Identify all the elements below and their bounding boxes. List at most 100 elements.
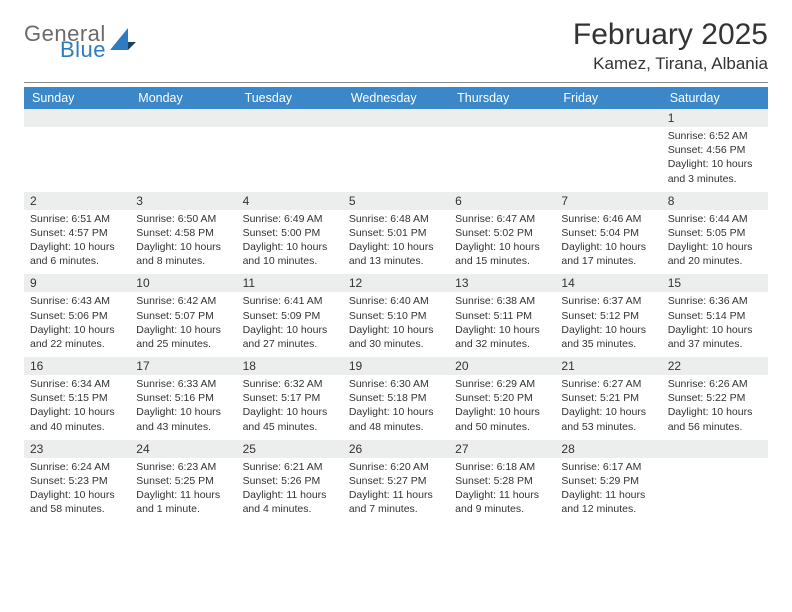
day-cell — [343, 127, 449, 192]
sunrise: Sunrise: 6:38 AM — [455, 294, 549, 308]
day-number: 13 — [449, 274, 555, 292]
daylight: Daylight: 10 hours and 20 minutes. — [668, 240, 762, 268]
day-cell: Sunrise: 6:29 AMSunset: 5:20 PMDaylight:… — [449, 375, 555, 440]
day-number: 22 — [662, 357, 768, 375]
daylight: Daylight: 11 hours and 4 minutes. — [243, 488, 337, 516]
logo-blue: Blue — [60, 40, 106, 60]
daylight: Daylight: 10 hours and 3 minutes. — [668, 157, 762, 185]
day-number: 6 — [449, 192, 555, 210]
day-number: 17 — [130, 357, 236, 375]
sunrise: Sunrise: 6:32 AM — [243, 377, 337, 391]
sunset: Sunset: 5:04 PM — [561, 226, 655, 240]
daynum-row: 232425262728 — [24, 440, 768, 458]
sunset: Sunset: 5:16 PM — [136, 391, 230, 405]
sunrise: Sunrise: 6:46 AM — [561, 212, 655, 226]
day-cell: Sunrise: 6:24 AMSunset: 5:23 PMDaylight:… — [24, 458, 130, 523]
day-number — [24, 109, 130, 127]
sunrise: Sunrise: 6:40 AM — [349, 294, 443, 308]
content-row: Sunrise: 6:52 AMSunset: 4:56 PMDaylight:… — [24, 127, 768, 192]
sunrise: Sunrise: 6:29 AM — [455, 377, 549, 391]
sunrise: Sunrise: 6:42 AM — [136, 294, 230, 308]
day-cell: Sunrise: 6:46 AMSunset: 5:04 PMDaylight:… — [555, 210, 661, 275]
sunset: Sunset: 4:58 PM — [136, 226, 230, 240]
sunrise: Sunrise: 6:20 AM — [349, 460, 443, 474]
day-cell: Sunrise: 6:32 AMSunset: 5:17 PMDaylight:… — [237, 375, 343, 440]
day-cell: Sunrise: 6:42 AMSunset: 5:07 PMDaylight:… — [130, 292, 236, 357]
sunset: Sunset: 5:00 PM — [243, 226, 337, 240]
day-number — [449, 109, 555, 127]
day-number — [237, 109, 343, 127]
day-number: 5 — [343, 192, 449, 210]
day-cell — [662, 458, 768, 523]
sunrise: Sunrise: 6:52 AM — [668, 129, 762, 143]
day-cell: Sunrise: 6:40 AMSunset: 5:10 PMDaylight:… — [343, 292, 449, 357]
daylight: Daylight: 10 hours and 32 minutes. — [455, 323, 549, 351]
weekday-fri: Friday — [555, 87, 661, 109]
day-number — [130, 109, 236, 127]
day-cell: Sunrise: 6:49 AMSunset: 5:00 PMDaylight:… — [237, 210, 343, 275]
sunrise: Sunrise: 6:26 AM — [668, 377, 762, 391]
content-row: Sunrise: 6:34 AMSunset: 5:15 PMDaylight:… — [24, 375, 768, 440]
sunrise: Sunrise: 6:23 AM — [136, 460, 230, 474]
day-number: 25 — [237, 440, 343, 458]
daylight: Daylight: 10 hours and 13 minutes. — [349, 240, 443, 268]
day-cell: Sunrise: 6:41 AMSunset: 5:09 PMDaylight:… — [237, 292, 343, 357]
daylight: Daylight: 10 hours and 58 minutes. — [30, 488, 124, 516]
daylight: Daylight: 10 hours and 37 minutes. — [668, 323, 762, 351]
daylight: Daylight: 10 hours and 17 minutes. — [561, 240, 655, 268]
day-cell: Sunrise: 6:38 AMSunset: 5:11 PMDaylight:… — [449, 292, 555, 357]
day-cell: Sunrise: 6:50 AMSunset: 4:58 PMDaylight:… — [130, 210, 236, 275]
day-number: 24 — [130, 440, 236, 458]
sunrise: Sunrise: 6:33 AM — [136, 377, 230, 391]
day-cell: Sunrise: 6:44 AMSunset: 5:05 PMDaylight:… — [662, 210, 768, 275]
day-number: 26 — [343, 440, 449, 458]
day-cell — [237, 127, 343, 192]
daynum-row: 2345678 — [24, 192, 768, 210]
day-cell: Sunrise: 6:20 AMSunset: 5:27 PMDaylight:… — [343, 458, 449, 523]
day-cell: Sunrise: 6:27 AMSunset: 5:21 PMDaylight:… — [555, 375, 661, 440]
day-cell — [449, 127, 555, 192]
sunset: Sunset: 5:21 PM — [561, 391, 655, 405]
sunset: Sunset: 5:05 PM — [668, 226, 762, 240]
sunrise: Sunrise: 6:43 AM — [30, 294, 124, 308]
day-number: 1 — [662, 109, 768, 127]
day-number: 3 — [130, 192, 236, 210]
title-block: February 2025 Kamez, Tirana, Albania — [573, 18, 768, 74]
sunrise: Sunrise: 6:47 AM — [455, 212, 549, 226]
day-cell: Sunrise: 6:48 AMSunset: 5:01 PMDaylight:… — [343, 210, 449, 275]
daylight: Daylight: 10 hours and 27 minutes. — [243, 323, 337, 351]
sunrise: Sunrise: 6:44 AM — [668, 212, 762, 226]
daylight: Daylight: 10 hours and 50 minutes. — [455, 405, 549, 433]
weekday-tue: Tuesday — [237, 87, 343, 109]
day-number: 16 — [24, 357, 130, 375]
daylight: Daylight: 10 hours and 53 minutes. — [561, 405, 655, 433]
daylight: Daylight: 10 hours and 22 minutes. — [30, 323, 124, 351]
daylight: Daylight: 11 hours and 9 minutes. — [455, 488, 549, 516]
day-number: 18 — [237, 357, 343, 375]
sunset: Sunset: 5:26 PM — [243, 474, 337, 488]
daynum-row: 9101112131415 — [24, 274, 768, 292]
logo: General Blue — [24, 24, 136, 60]
sunrise: Sunrise: 6:30 AM — [349, 377, 443, 391]
calendar-page: General Blue February 2025 Kamez, Tirana… — [0, 0, 792, 540]
weekday-mon: Monday — [130, 87, 236, 109]
location: Kamez, Tirana, Albania — [573, 54, 768, 74]
day-cell: Sunrise: 6:17 AMSunset: 5:29 PMDaylight:… — [555, 458, 661, 523]
day-number: 8 — [662, 192, 768, 210]
daylight: Daylight: 10 hours and 48 minutes. — [349, 405, 443, 433]
month-title: February 2025 — [573, 18, 768, 52]
sunset: Sunset: 5:28 PM — [455, 474, 549, 488]
sunrise: Sunrise: 6:17 AM — [561, 460, 655, 474]
day-number — [662, 440, 768, 458]
content-row: Sunrise: 6:24 AMSunset: 5:23 PMDaylight:… — [24, 458, 768, 523]
daylight: Daylight: 10 hours and 15 minutes. — [455, 240, 549, 268]
day-cell: Sunrise: 6:18 AMSunset: 5:28 PMDaylight:… — [449, 458, 555, 523]
weekday-thu: Thursday — [449, 87, 555, 109]
day-cell: Sunrise: 6:30 AMSunset: 5:18 PMDaylight:… — [343, 375, 449, 440]
sunrise: Sunrise: 6:18 AM — [455, 460, 549, 474]
divider — [24, 82, 768, 83]
sunrise: Sunrise: 6:51 AM — [30, 212, 124, 226]
sunset: Sunset: 5:09 PM — [243, 309, 337, 323]
day-cell: Sunrise: 6:26 AMSunset: 5:22 PMDaylight:… — [662, 375, 768, 440]
sunset: Sunset: 5:02 PM — [455, 226, 549, 240]
